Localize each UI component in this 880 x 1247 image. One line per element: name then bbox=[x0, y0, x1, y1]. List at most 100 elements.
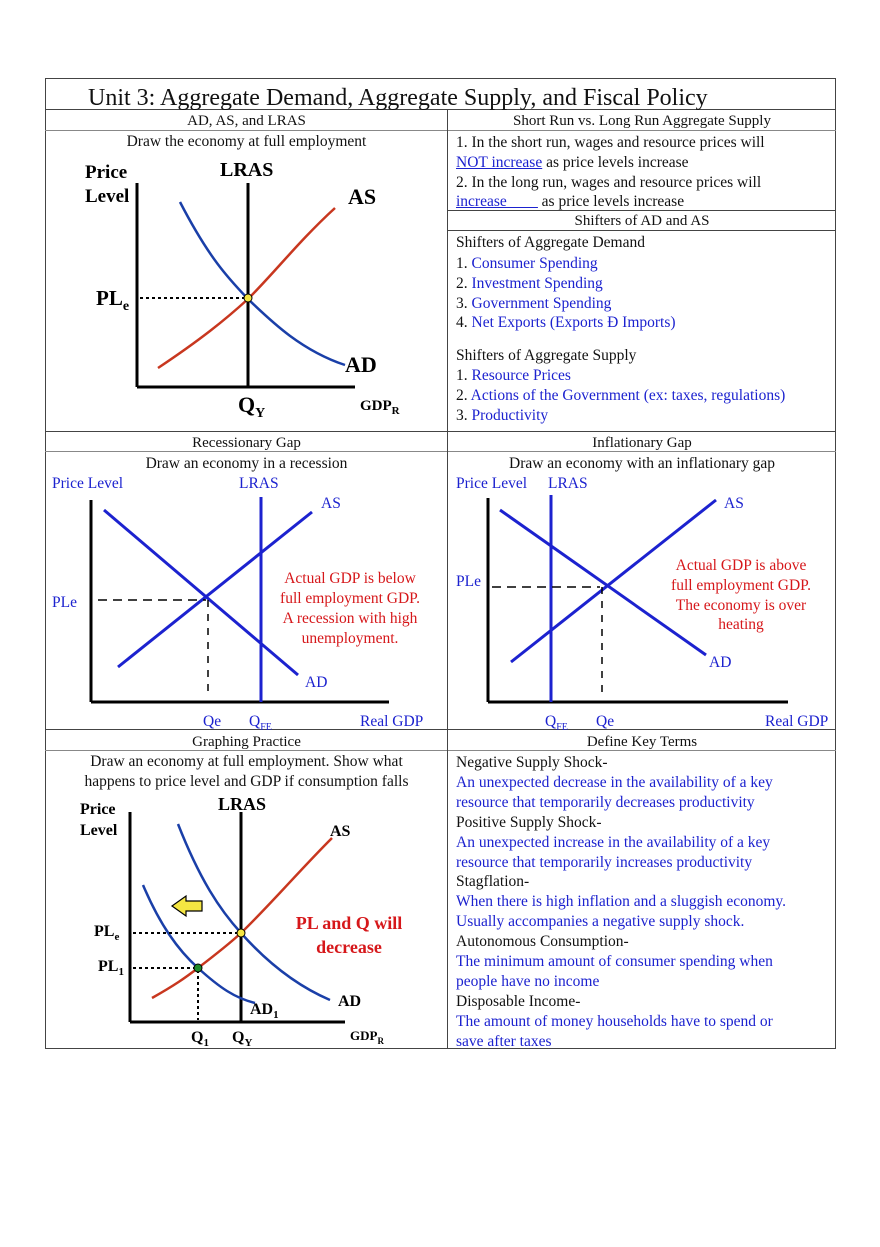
divider bbox=[45, 431, 836, 432]
section-prompt: Draw the economy at full employment bbox=[126, 133, 367, 150]
ple-label: PL bbox=[94, 923, 114, 940]
list-text: Investment Spending bbox=[471, 275, 603, 292]
list-item: 1. Resource Prices bbox=[456, 368, 571, 384]
term-label: Autonomous Consumption- bbox=[456, 933, 629, 950]
divider bbox=[447, 230, 836, 231]
axis-label: Price Level bbox=[456, 475, 527, 492]
q1-label: Q bbox=[191, 1029, 203, 1046]
list-text: Net Exports (Exports Ð Imports) bbox=[471, 314, 676, 331]
list-item: 2. Investment Spending bbox=[456, 276, 603, 292]
left-arrow-icon bbox=[170, 894, 203, 918]
as-label: AS bbox=[348, 184, 376, 209]
term-definition: Usually accompanies a negative supply sh… bbox=[456, 913, 745, 930]
term-definition: The amount of money households have to s… bbox=[456, 1013, 773, 1030]
term-definition: When there is high inflation and a slugg… bbox=[456, 893, 787, 910]
list-num: 3. bbox=[456, 295, 472, 312]
list-text: Resource Prices bbox=[471, 367, 571, 384]
list-item: 4. Net Exports (Exports Ð Imports) bbox=[456, 315, 676, 331]
divider bbox=[45, 109, 836, 110]
divider bbox=[45, 729, 836, 730]
divider bbox=[45, 451, 836, 452]
qfe-sub: FE bbox=[556, 722, 568, 733]
annotation: decrease bbox=[316, 937, 382, 957]
x-axis-label: Real GDP bbox=[765, 713, 828, 730]
term-definition: resource that temporarily increases prod… bbox=[456, 854, 753, 871]
annotation: full employment GDP. bbox=[280, 590, 420, 607]
list-num: 4. bbox=[456, 314, 472, 331]
gdpr-sub: R bbox=[377, 1036, 384, 1046]
as-label: AS bbox=[330, 823, 351, 840]
qfe-label: Q bbox=[249, 713, 260, 730]
svg-text:Q1: Q1 bbox=[191, 1029, 209, 1049]
list-num: 1. bbox=[456, 255, 472, 272]
list-text: Consumer Spending bbox=[471, 255, 598, 272]
ple-label: PLe bbox=[52, 594, 77, 611]
shifters-as-title: Shifters of Aggregate Supply bbox=[456, 347, 637, 364]
qy-sub: Y bbox=[244, 1037, 252, 1049]
term-label: Disposable Income- bbox=[456, 993, 581, 1010]
gdpr-label: GDP bbox=[350, 1028, 378, 1043]
ad-label: AD bbox=[709, 654, 731, 671]
ad1-label: AD bbox=[250, 1001, 273, 1018]
list-item: 3. Productivity bbox=[456, 408, 548, 424]
ad-as-lras-graph: Price Level LRAS AS AD PLe QY GDPR bbox=[85, 159, 401, 421]
annotation: The economy is over bbox=[676, 597, 807, 614]
divider bbox=[447, 109, 448, 1049]
svg-text:QY: QY bbox=[238, 392, 265, 421]
list-text: Government Spending bbox=[471, 295, 612, 312]
section-header: Recessionary Gap bbox=[192, 435, 301, 451]
ad-label: AD bbox=[305, 674, 327, 691]
graphing-practice-graph: Price Level LRAS AS AD AD1 PLe PL1 Q1 QY… bbox=[80, 794, 402, 1049]
svg-text:PLe: PLe bbox=[96, 286, 129, 314]
term-label: Positive Supply Shock- bbox=[456, 814, 602, 831]
ad-label: AD bbox=[345, 352, 377, 377]
x-axis-label: Real GDP bbox=[360, 713, 423, 730]
section-header: Inflationary Gap bbox=[592, 435, 692, 451]
list-num: 3. bbox=[456, 407, 472, 424]
ad1-sub: 1 bbox=[273, 1009, 279, 1021]
term-definition: people have no income bbox=[456, 973, 600, 990]
list-text: Actions of the Government (ex: taxes, re… bbox=[470, 387, 786, 404]
list-text: Productivity bbox=[471, 407, 549, 424]
axis-label: Price Level bbox=[52, 475, 123, 492]
page-title: Unit 3: Aggregate Demand, Aggregate Supp… bbox=[88, 85, 708, 111]
svg-text:GDPR: GDPR bbox=[350, 1028, 384, 1046]
sr-lr-line: increase____ as price levels increase bbox=[456, 194, 684, 210]
svg-text:PL1: PL1 bbox=[98, 958, 124, 978]
ad-label: AD bbox=[338, 993, 361, 1010]
svg-text:QY: QY bbox=[232, 1029, 252, 1049]
axis-label: Price bbox=[80, 801, 116, 818]
inflationary-gap-graph: Price Level LRAS AS AD PLe QFE Qe Real G… bbox=[456, 475, 828, 733]
section-prompt: Draw an economy in a recession bbox=[145, 455, 348, 472]
lras-label: LRAS bbox=[218, 794, 266, 814]
q1-sub: 1 bbox=[203, 1037, 209, 1049]
svg-text:PLe: PLe bbox=[94, 923, 119, 943]
section-prompt: happens to price level and GDP if consum… bbox=[84, 773, 409, 790]
term-label: Negative Supply Shock- bbox=[456, 754, 608, 771]
svg-text:GDPR: GDPR bbox=[360, 398, 401, 417]
list-item: 1. Consumer Spending bbox=[456, 256, 598, 272]
term-definition: An unexpected increase in the availabili… bbox=[456, 834, 771, 851]
sr-lr-line: NOT increase as price levels increase bbox=[456, 155, 689, 171]
divider bbox=[447, 210, 836, 211]
answer-text: increase____ bbox=[456, 193, 538, 210]
ple-sub: e bbox=[114, 931, 119, 943]
section-header: Define Key Terms bbox=[586, 734, 698, 750]
annotation: Actual GDP is above bbox=[676, 557, 807, 574]
lras-label: LRAS bbox=[548, 475, 588, 492]
term-definition: An unexpected decrease in the availabili… bbox=[456, 774, 773, 791]
gdpr-sub: R bbox=[392, 405, 401, 417]
qfe-label: Q bbox=[545, 713, 556, 730]
section-header: AD, AS, and LRAS bbox=[187, 113, 306, 129]
list-item: 2. Actions of the Government (ex: taxes,… bbox=[456, 388, 785, 404]
term-label: Stagflation- bbox=[456, 873, 530, 890]
list-num: 2. bbox=[456, 387, 471, 404]
svg-text:QFE: QFE bbox=[249, 713, 272, 733]
section-prompt: Draw an economy with an inflationary gap bbox=[509, 455, 775, 472]
as-label: AS bbox=[321, 495, 341, 512]
list-num: 2. bbox=[456, 275, 472, 292]
qfe-sub: FE bbox=[260, 722, 272, 733]
list-item: 3. Government Spending bbox=[456, 296, 611, 312]
gdpr-label: GDP bbox=[360, 398, 392, 414]
svg-text:AD1: AD1 bbox=[250, 1001, 279, 1021]
